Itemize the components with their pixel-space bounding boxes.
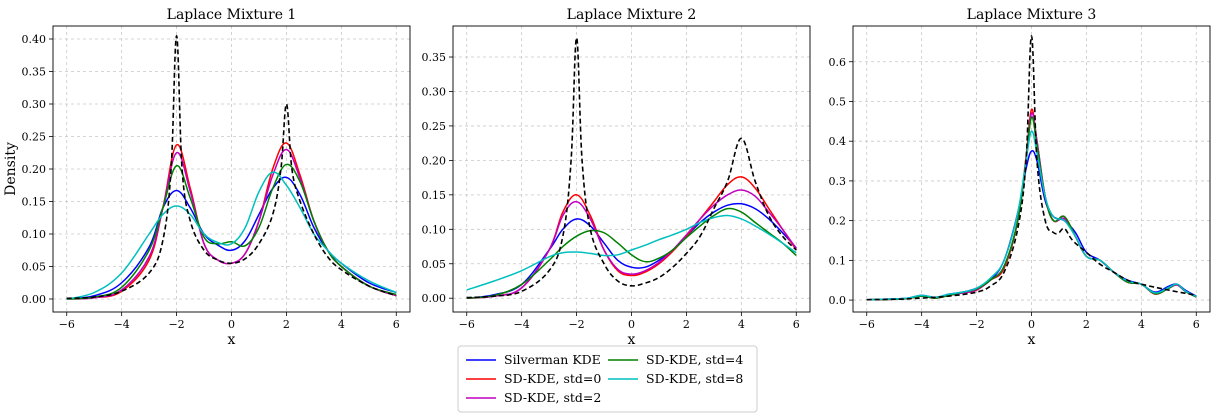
legend-item: SD-KDE, std=8: [608, 371, 743, 386]
series-line-silverman-kde: [466, 202, 797, 299]
series-line-sd-kde-std-2: [466, 189, 797, 299]
x-tick-label: 0: [1028, 318, 1035, 331]
series-line-sd-kde-std-0: [866, 108, 1197, 301]
series-line-sd-kde-std-8: [466, 214, 797, 291]
y-tick-label: 0.25: [22, 131, 47, 144]
chart-title: Laplace Mixture 1: [167, 7, 297, 23]
series-group: [66, 34, 397, 300]
chart-title: Laplace Mixture 3: [967, 7, 1097, 23]
y-tick-label: 0.15: [422, 189, 447, 202]
y-tick-label: 0.3: [829, 175, 847, 188]
legend-label: SD-KDE, std=2: [504, 390, 601, 405]
y-tick-label: 0.35: [22, 66, 47, 79]
y-tick-label: 0.00: [422, 292, 447, 305]
legend-frame: [457, 345, 758, 413]
y-tick-label: 0.05: [22, 261, 47, 274]
legend: Silverman KDE SD-KDE, std=0 SD-KDE, std=2 S…: [457, 345, 758, 413]
y-tick-label: 0.6: [829, 56, 847, 69]
grid: [53, 26, 410, 312]
y-tick-label: 0.20: [22, 163, 47, 176]
y-tick-label: 0.40: [22, 33, 47, 46]
x-tick-label: −4: [114, 318, 130, 331]
y-tick-label: 0.05: [422, 258, 447, 271]
legend-item: SD-KDE, std=0: [466, 371, 601, 386]
panel-3: −6 −4 −2 0 2 4 6 0.0 0.1 0.2 0.3 0.4 0.5 0.6 Laplace M…: [829, 7, 1211, 348]
true-density-line: [66, 34, 397, 300]
y-tick-label: 0.35: [422, 51, 447, 64]
legend-item: SD-KDE, std=2: [466, 390, 601, 405]
x-tick-label: 2: [683, 318, 690, 331]
y-tick-label: 0.00: [22, 293, 47, 306]
y-axis-label: Density: [3, 142, 19, 196]
panel-1: −6 −4 −2 0 2 4 6 0.00 0.05 0.10 0.15 0.20 0.25 0.30 0.…: [3, 7, 411, 348]
y-tick-label: 0.20: [422, 154, 447, 167]
legend-label: SD-KDE, std=4: [646, 352, 743, 367]
x-tick-label: 2: [283, 318, 290, 331]
x-tick-label: 4: [738, 318, 745, 331]
legend-item: Silverman KDE: [466, 352, 601, 367]
grid: [453, 26, 810, 312]
legend-label: SD-KDE, std=0: [504, 371, 601, 386]
y-tick-label: 0.2: [829, 215, 847, 228]
legend-item: SD-KDE, std=4: [608, 352, 743, 367]
true-density-line: [466, 36, 797, 299]
legend-label: SD-KDE, std=8: [646, 371, 743, 386]
grid: [853, 26, 1210, 312]
y-tick-label: 0.25: [422, 120, 447, 133]
x-tick-label: −2: [168, 318, 184, 331]
x-tick-label: −2: [968, 318, 984, 331]
x-tick-label: 6: [393, 318, 400, 331]
series-line-sd-kde-std-4: [466, 207, 797, 299]
x-tick-label: 2: [1083, 318, 1090, 331]
y-tick-label: 0.0: [829, 294, 847, 307]
panel-2: −6 −4 −2 0 2 4 6 0.00 0.05 0.10 0.15 0.20 0.25 0.30 0.…: [422, 7, 811, 348]
y-tick-label: 0.5: [829, 95, 847, 108]
x-tick-label: −4: [914, 318, 930, 331]
x-tick-label: −4: [514, 318, 530, 331]
legend-label: Silverman KDE: [504, 352, 601, 367]
x-tick-label: −2: [568, 318, 584, 331]
y-tick-label: 0.4: [829, 135, 847, 148]
y-tick-label: 0.10: [22, 228, 47, 241]
y-tick-label: 0.15: [22, 196, 47, 209]
series-group: [466, 36, 797, 299]
x-axis-label: x: [1028, 332, 1036, 348]
x-tick-label: −6: [859, 318, 875, 331]
series-group: [866, 35, 1197, 301]
y-tick-label: 0.10: [422, 223, 447, 236]
y-tick-label: 0.30: [422, 85, 447, 98]
x-axis-label: x: [228, 332, 236, 348]
x-axis-label: x: [628, 332, 636, 348]
x-tick-label: 0: [228, 318, 235, 331]
true-density-line: [866, 35, 1197, 301]
x-tick-label: 4: [1138, 318, 1145, 331]
x-tick-label: 6: [1193, 318, 1200, 331]
x-tick-label: −6: [459, 318, 475, 331]
series-line-sd-kde-std-8: [66, 171, 397, 300]
x-tick-label: 6: [793, 318, 800, 331]
x-tick-label: 4: [338, 318, 345, 331]
y-tick-label: 0.1: [829, 254, 847, 267]
x-tick-label: −6: [59, 318, 75, 331]
y-tick-label: 0.30: [22, 98, 47, 111]
x-tick-label: 0: [628, 318, 635, 331]
chart-title: Laplace Mixture 2: [567, 7, 697, 23]
